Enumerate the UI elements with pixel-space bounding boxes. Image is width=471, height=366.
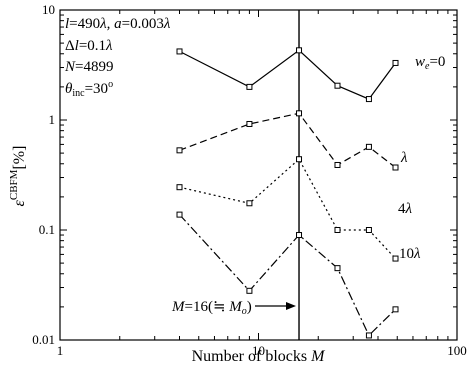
x-axis-title: Number of blocks M <box>192 348 327 365</box>
series-line-1 <box>179 49 396 100</box>
series-3-marker <box>392 255 399 262</box>
series-line-2 <box>179 112 396 168</box>
param-line-3: N=4899 <box>64 59 113 75</box>
series-2-marker <box>365 143 372 150</box>
series-3-marker <box>246 200 253 207</box>
series-label-lambda: λ <box>400 150 408 166</box>
svg-text:εCBFM[%]: εCBFM[%] <box>8 146 28 207</box>
series-label-4lambda: 4λ <box>398 201 413 217</box>
param-line-4: θinc=30o <box>65 79 113 99</box>
series-2-marker <box>246 120 253 127</box>
series-3-marker <box>365 227 372 233</box>
parameter-annotations: l=490λ, a=0.003λ Δl=0.1λ N=4899 θinc=30o <box>64 16 171 99</box>
x-tick-label: 1 <box>57 343 64 358</box>
y-tick-label: 0.1 <box>39 222 55 237</box>
y-tick-label: 0.01 <box>32 332 55 347</box>
y-tick-label: 1 <box>49 112 56 127</box>
series-1-marker <box>334 82 341 89</box>
series-2-marker <box>334 161 341 168</box>
series-2-marker <box>176 147 183 154</box>
reference-line-arrow-head <box>286 302 296 310</box>
series-2-marker <box>392 164 399 171</box>
series-4-marker <box>334 265 341 272</box>
reference-line-label: M=16(≒ Mo) <box>171 299 252 317</box>
series-4-marker <box>365 332 372 339</box>
x-tick-label: 100 <box>447 343 467 358</box>
series-1-marker <box>176 48 183 55</box>
series-1-marker <box>365 96 372 103</box>
series-4-marker <box>392 306 399 313</box>
y-tick-label: 10 <box>42 2 55 17</box>
series-1-marker <box>296 47 303 54</box>
series-3-marker <box>296 156 303 163</box>
series-line-3 <box>179 158 396 260</box>
series-4-marker <box>176 211 183 218</box>
y-axis-title: εCBFM[%] <box>8 146 28 207</box>
plot-frame <box>59 9 458 341</box>
series-1-marker <box>392 59 399 66</box>
series-3-marker <box>334 227 341 233</box>
axis-ticks: 1 10 100 0.01 0.1 1 10 <box>32 2 467 358</box>
series-line-4 <box>179 214 396 337</box>
series-1-marker <box>246 83 253 90</box>
series-2-marker <box>296 110 303 117</box>
series-label-we0: we=0 <box>415 54 445 72</box>
param-line-2: Δl=0.1λ <box>65 38 113 54</box>
series-4-marker <box>296 232 303 239</box>
series-group <box>176 47 399 339</box>
param-line-1: l=490λ, a=0.003λ <box>65 16 171 32</box>
series-label-10lambda: 10λ <box>399 246 421 262</box>
series-4-marker <box>246 287 253 294</box>
series-3-marker <box>176 184 183 191</box>
x-tick-label: 10 <box>252 343 265 358</box>
